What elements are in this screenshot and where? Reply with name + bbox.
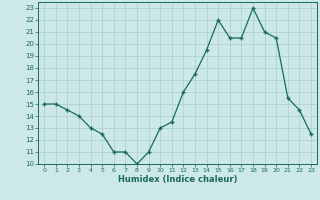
X-axis label: Humidex (Indice chaleur): Humidex (Indice chaleur): [118, 175, 237, 184]
